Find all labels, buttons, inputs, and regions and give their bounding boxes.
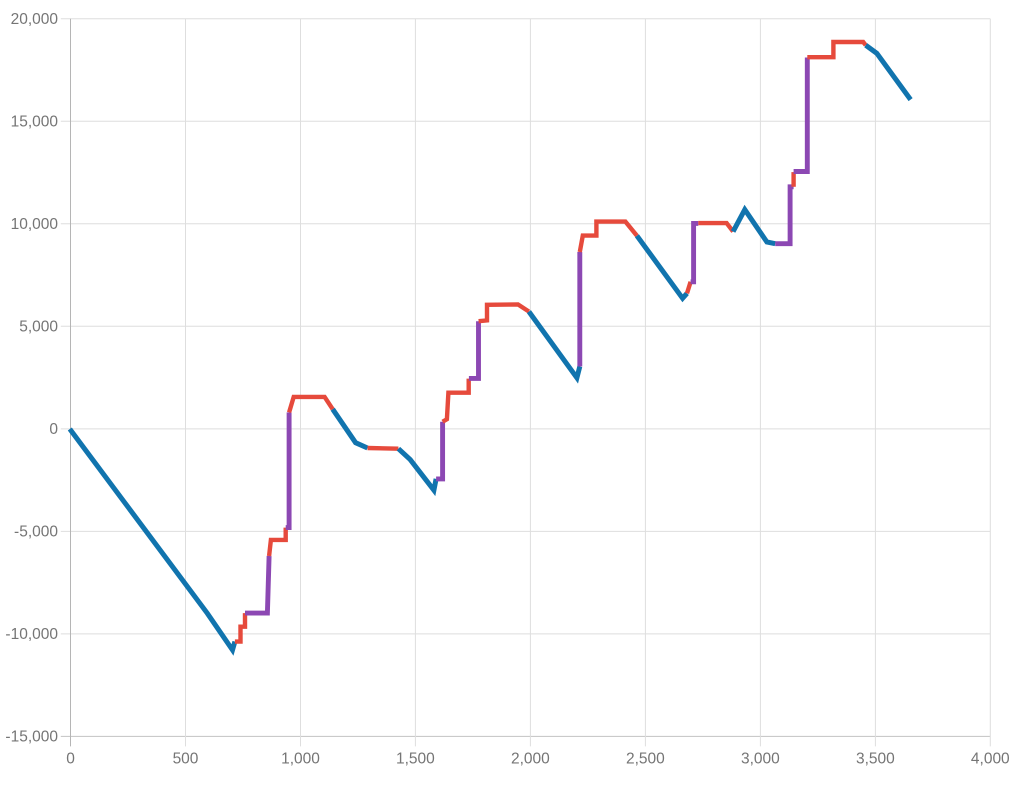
svg-text:1,500: 1,500: [396, 750, 435, 767]
svg-text:0: 0: [66, 750, 75, 767]
svg-text:0: 0: [49, 421, 58, 438]
svg-text:3,500: 3,500: [856, 750, 895, 767]
svg-text:2,000: 2,000: [511, 750, 550, 767]
svg-text:10,000: 10,000: [11, 216, 59, 233]
svg-text:1,000: 1,000: [281, 750, 320, 767]
svg-text:15,000: 15,000: [11, 113, 59, 130]
svg-text:4,000: 4,000: [971, 750, 1010, 767]
svg-text:2,500: 2,500: [626, 750, 665, 767]
svg-text:3,000: 3,000: [741, 750, 780, 767]
svg-text:-10,000: -10,000: [5, 626, 58, 643]
svg-text:-15,000: -15,000: [5, 729, 58, 746]
svg-text:-5,000: -5,000: [14, 524, 58, 541]
svg-text:20,000: 20,000: [11, 11, 59, 28]
svg-text:5,000: 5,000: [19, 318, 58, 335]
svg-text:500: 500: [173, 750, 199, 767]
